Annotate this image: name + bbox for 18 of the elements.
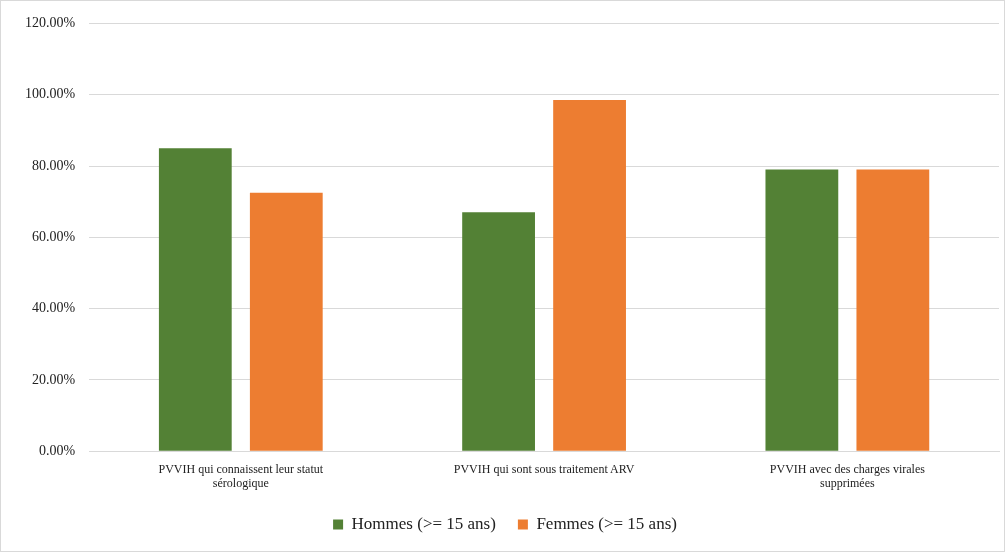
y-tick-label: 20.00% xyxy=(31,371,76,387)
bar xyxy=(462,212,535,451)
x-tick-label: PVVIH qui sont sous traitement ARV xyxy=(453,461,635,476)
legend-label: Hommes (>= 15 ans) xyxy=(351,513,496,533)
x-tick-label: PVVIH qui connaissent leur statut sérologique xyxy=(158,461,324,490)
bar xyxy=(553,100,626,451)
legend-label: Femmes (>= 15 ans) xyxy=(536,513,677,533)
bar xyxy=(856,169,930,451)
y-tick-label: 60.00% xyxy=(31,228,76,244)
y-tick-label: 100.00% xyxy=(24,86,76,102)
y-tick-label: 40.00% xyxy=(31,300,76,316)
bar xyxy=(158,148,232,451)
bar xyxy=(249,192,323,451)
bar xyxy=(765,169,839,451)
y-tick-label: 0.00% xyxy=(38,442,76,458)
x-tick-label: PVVIH avec des charges virales supprimées xyxy=(769,461,926,490)
y-tick-label: 120.00% xyxy=(24,15,76,31)
y-tick-label: 80.00% xyxy=(31,157,76,173)
